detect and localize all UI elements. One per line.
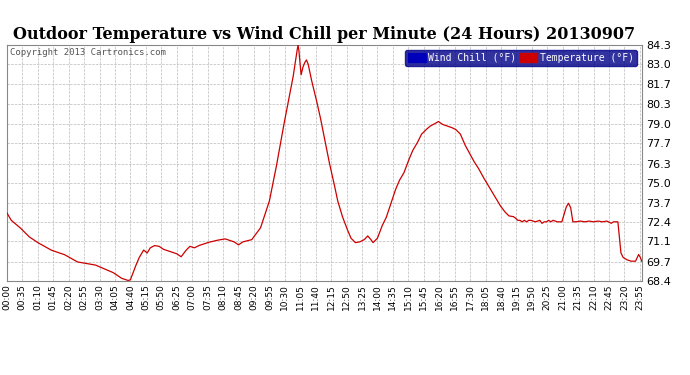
- Legend: Wind Chill (°F), Temperature (°F): Wind Chill (°F), Temperature (°F): [405, 50, 637, 66]
- Title: Outdoor Temperature vs Wind Chill per Minute (24 Hours) 20130907: Outdoor Temperature vs Wind Chill per Mi…: [13, 27, 635, 44]
- Text: Copyright 2013 Cartronics.com: Copyright 2013 Cartronics.com: [10, 48, 166, 57]
